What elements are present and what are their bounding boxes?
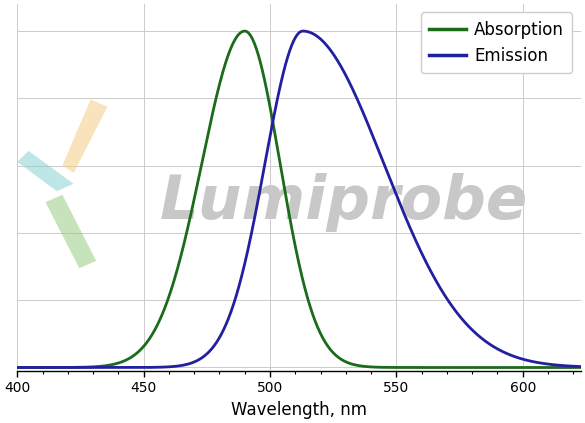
Polygon shape	[63, 99, 108, 173]
Polygon shape	[46, 195, 96, 268]
Polygon shape	[18, 151, 74, 191]
Text: Lumiprobe: Lumiprobe	[160, 173, 528, 232]
X-axis label: Wavelength, nm: Wavelength, nm	[231, 401, 367, 419]
Legend: Absorption, Emission: Absorption, Emission	[421, 13, 573, 74]
